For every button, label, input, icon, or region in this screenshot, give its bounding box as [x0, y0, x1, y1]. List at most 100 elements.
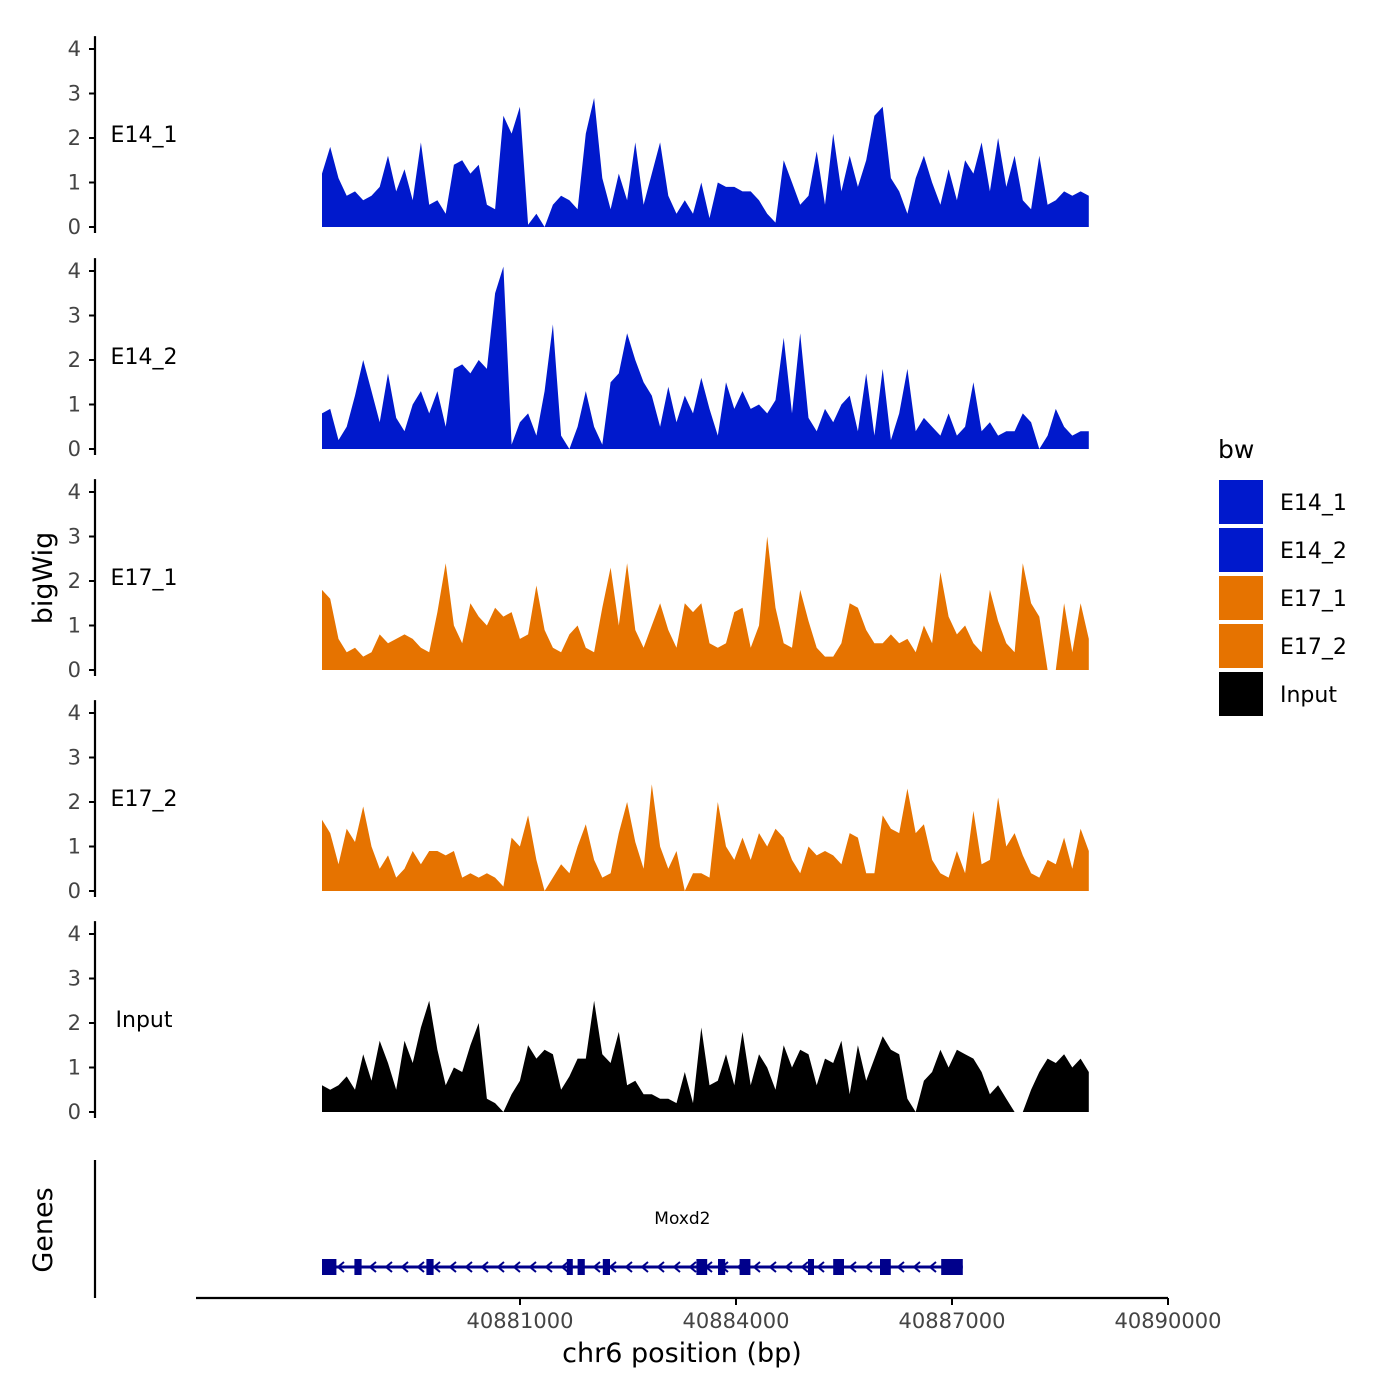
x-tick-label: 40884000 — [683, 1309, 790, 1333]
legend-label: E17_2 — [1280, 635, 1347, 660]
strand-arrow — [496, 1261, 505, 1273]
strand-arrow — [624, 1261, 633, 1273]
legend-swatch — [1219, 480, 1263, 524]
y-tick-label: 1 — [68, 171, 81, 195]
track-label: E17_2 — [111, 787, 178, 812]
strand-arrow — [368, 1261, 377, 1273]
strand-arrow — [560, 1261, 569, 1273]
gene-exon — [602, 1259, 610, 1275]
strand-arrow — [464, 1261, 473, 1273]
gene-exon — [941, 1259, 963, 1275]
gene-exon — [577, 1259, 585, 1275]
y-tick-label: 2 — [68, 1011, 81, 1035]
strand-arrow — [416, 1261, 425, 1273]
y-tick-label: 1 — [68, 614, 81, 638]
legend: bw E14_1 E14_2 E17_1 E17_2 Input — [1218, 435, 1347, 716]
gene-exon — [833, 1259, 844, 1275]
y-tick-label: 1 — [68, 1056, 81, 1080]
gene-exon — [696, 1259, 708, 1275]
y-tick-label: 3 — [68, 967, 81, 991]
y-tick-label: 1 — [68, 835, 81, 859]
coverage-area — [322, 784, 1089, 891]
y-tick-label: 0 — [68, 1100, 81, 1124]
strand-arrow — [688, 1261, 697, 1273]
strand-arrow — [848, 1261, 857, 1273]
legend-swatch — [1219, 672, 1263, 716]
y-tick-label: 4 — [68, 37, 81, 61]
coverage-area — [322, 536, 1089, 670]
genes-axis-title: Genes — [28, 1187, 59, 1272]
gene-exon — [808, 1259, 814, 1275]
strand-arrow — [800, 1261, 809, 1273]
coverage-tracks: 0 1 2 3 4 E14_1 0 1 2 3 4 E14_2 0 1 2 3 4 E17_1 0 1 2 3 4 E17_2… — [68, 36, 1089, 1124]
gene-exon — [566, 1259, 573, 1275]
track-e14-1: 0 1 2 3 4 E14_1 — [68, 36, 1089, 239]
y-tick-label: 3 — [68, 525, 81, 549]
y-tick-label: 0 — [68, 437, 81, 461]
gene-exon — [880, 1259, 891, 1275]
track-label: E17_1 — [111, 566, 178, 591]
strand-arrow — [400, 1261, 409, 1273]
strand-arrow — [384, 1261, 393, 1273]
track-e17-2: 0 1 2 3 4 E17_2 — [68, 700, 1089, 903]
gene-exon — [426, 1259, 434, 1275]
strand-arrow — [768, 1261, 777, 1273]
legend-swatch — [1219, 528, 1263, 572]
legend-label: E17_1 — [1280, 587, 1347, 612]
track-label: E14_2 — [111, 345, 178, 370]
strand-arrow — [656, 1261, 665, 1273]
strand-arrow — [432, 1261, 441, 1273]
y-tick-label: 3 — [68, 304, 81, 328]
legend-swatch — [1219, 576, 1263, 620]
track-label: E14_1 — [111, 123, 178, 148]
gene-exon — [354, 1259, 362, 1275]
y-tick-label: 2 — [68, 569, 81, 593]
strand-arrow — [864, 1261, 873, 1273]
y-tick-label: 0 — [68, 879, 81, 903]
x-tick-label: 40881000 — [467, 1309, 574, 1333]
strand-arrow — [528, 1261, 537, 1273]
strand-arrow — [544, 1261, 553, 1273]
legend-label: E14_1 — [1280, 491, 1347, 516]
y-tick-label: 3 — [68, 82, 81, 106]
strand-arrow — [640, 1261, 649, 1273]
strand-arrow — [672, 1261, 681, 1273]
y-tick-label: 4 — [68, 259, 81, 283]
gene-exon — [322, 1259, 337, 1275]
legend-label: E14_2 — [1280, 539, 1347, 564]
y-tick-label: 3 — [68, 746, 81, 770]
x-tick-label: 40890000 — [1115, 1309, 1222, 1333]
strand-arrow — [928, 1261, 937, 1273]
strand-arrow — [592, 1261, 601, 1273]
legend-swatch — [1219, 624, 1263, 668]
x-axis: 40881000 40884000 40887000 40890000 — [196, 1296, 1222, 1333]
strand-arrow — [480, 1261, 489, 1273]
y-tick-label: 1 — [68, 393, 81, 417]
track-label: Input — [116, 1008, 173, 1033]
track-e14-2: 0 1 2 3 4 E14_2 — [68, 258, 1089, 461]
legend-label: Input — [1280, 683, 1337, 708]
strand-arrow — [816, 1261, 825, 1273]
y-tick-label: 4 — [68, 480, 81, 504]
legend-title: bw — [1218, 435, 1254, 464]
y-tick-label: 4 — [68, 701, 81, 725]
strand-arrow — [752, 1261, 761, 1273]
gene-exon — [739, 1259, 751, 1275]
gene-track: Moxd2 — [93, 1160, 963, 1298]
y-tick-label: 4 — [68, 922, 81, 946]
y-tick-label: 2 — [68, 790, 81, 814]
x-axis-title: chr6 position (bp) — [562, 1338, 802, 1369]
y-tick-label: 2 — [68, 348, 81, 372]
track-input: 0 1 2 3 4 Input — [68, 921, 1089, 1124]
y-axis-title: bigWig — [28, 532, 59, 625]
coverage-area — [322, 266, 1089, 449]
y-tick-label: 0 — [68, 215, 81, 239]
strand-arrow — [448, 1261, 457, 1273]
gene-exon — [718, 1259, 726, 1275]
strand-arrow — [336, 1261, 345, 1273]
y-tick-label: 0 — [68, 658, 81, 682]
gene-name-label: Moxd2 — [654, 1209, 710, 1229]
y-tick-label: 2 — [68, 126, 81, 150]
track-e17-1: 0 1 2 3 4 E17_1 — [68, 479, 1089, 682]
